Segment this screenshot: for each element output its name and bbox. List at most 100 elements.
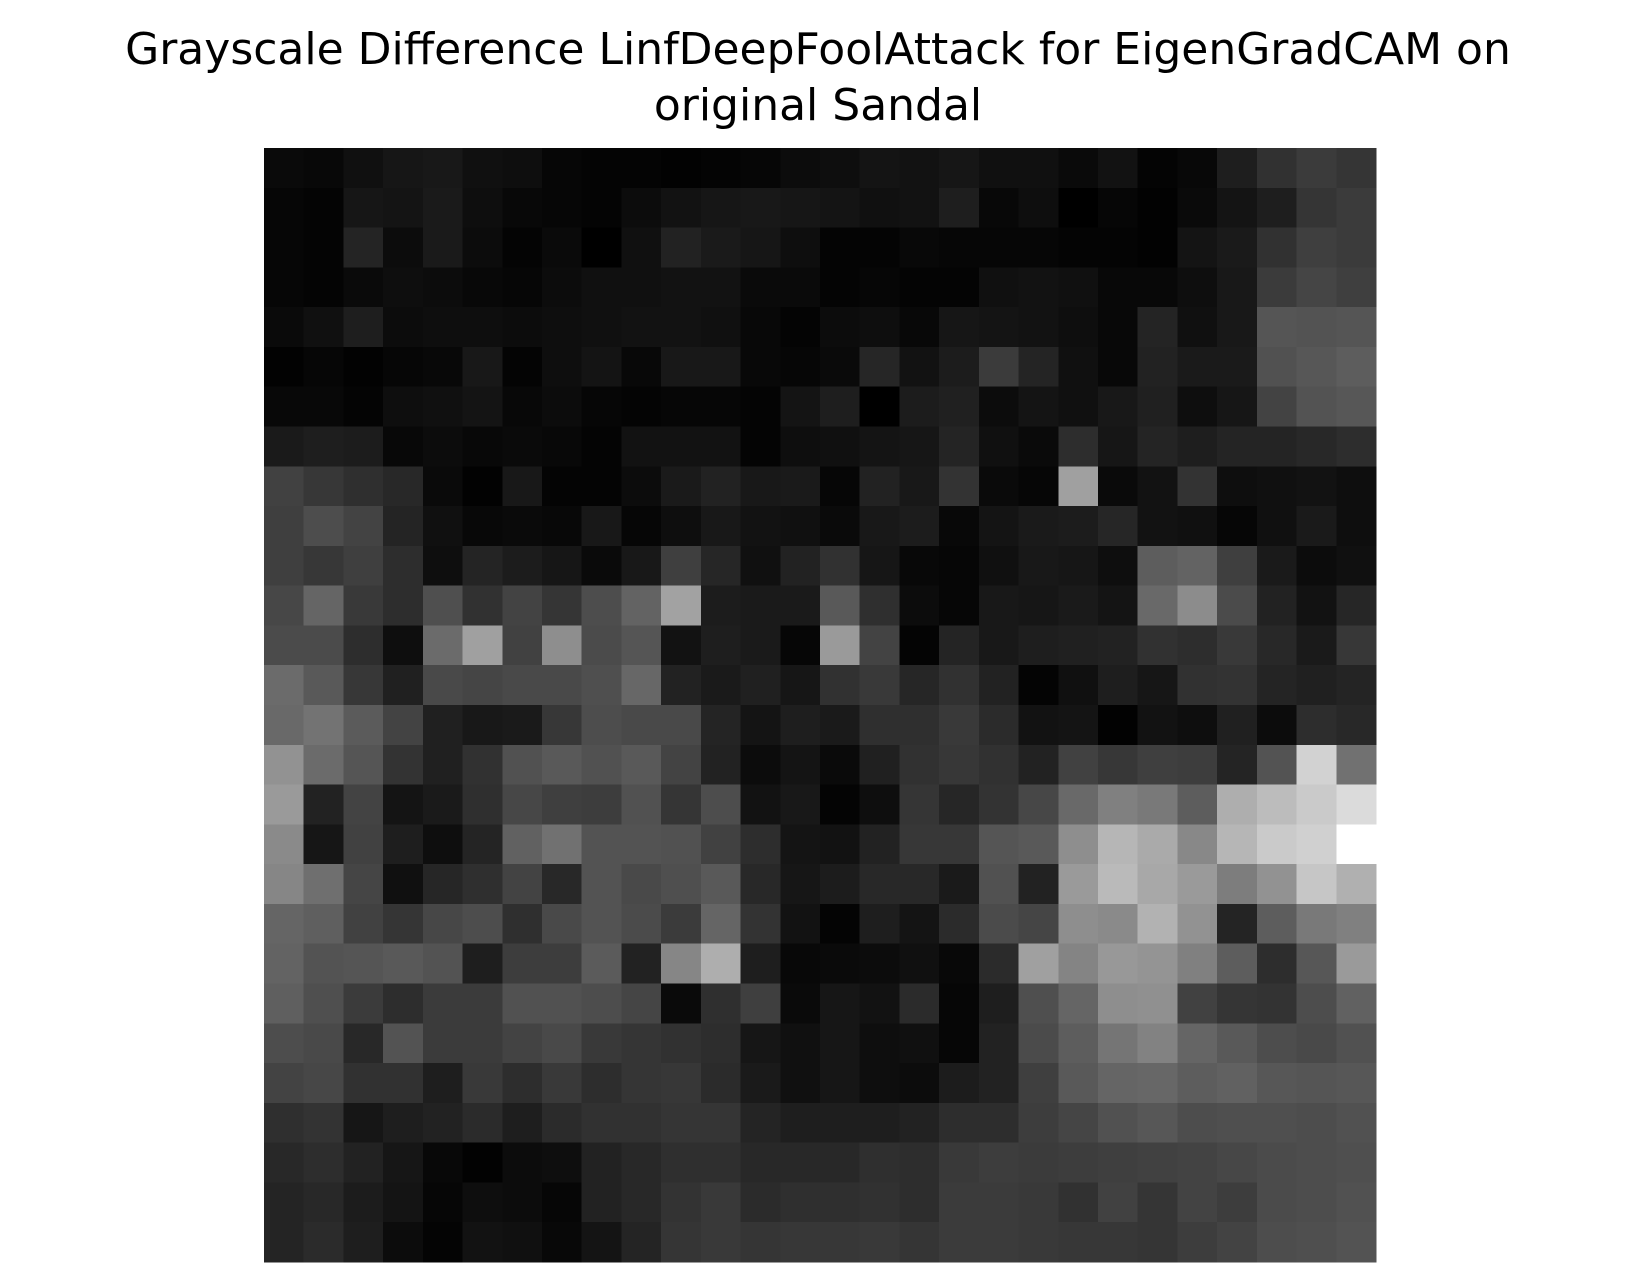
heatmap-cell <box>899 943 940 985</box>
heatmap-cell <box>1137 1182 1179 1223</box>
heatmap-cell <box>1098 1222 1139 1263</box>
heatmap-cell <box>502 148 543 189</box>
heatmap-cell <box>422 227 464 268</box>
heatmap-cell <box>820 346 861 388</box>
heatmap-cell <box>978 824 1020 865</box>
heatmap-cell <box>343 1182 384 1223</box>
heatmap-cell <box>780 267 821 308</box>
heatmap-cell <box>859 903 901 945</box>
heatmap-cell <box>1098 784 1139 825</box>
heatmap-cell <box>1336 227 1377 268</box>
heatmap-cell <box>621 187 662 229</box>
heatmap-cell <box>422 665 464 706</box>
heatmap-cell <box>303 903 345 945</box>
heatmap-cell <box>1336 267 1377 308</box>
heatmap-cell <box>343 903 384 945</box>
heatmap-cell <box>1137 1222 1179 1263</box>
heatmap-cell <box>422 903 464 945</box>
heatmap-cell <box>542 148 583 189</box>
heatmap-cell <box>1296 545 1337 587</box>
heatmap-cell <box>740 346 781 388</box>
heatmap-cell <box>1137 665 1179 706</box>
heatmap-cell <box>1217 506 1258 547</box>
heatmap-cell <box>542 864 583 905</box>
heatmap-cell <box>1098 426 1139 467</box>
heatmap-cell <box>1256 1102 1298 1144</box>
heatmap-cell <box>939 943 980 985</box>
heatmap-cell <box>820 466 861 507</box>
heatmap-cell <box>1177 824 1218 865</box>
heatmap-cell <box>383 187 424 229</box>
heatmap-cell <box>899 545 940 587</box>
heatmap-cell <box>621 665 662 706</box>
heatmap-cell <box>1098 585 1139 627</box>
heatmap-cell <box>1177 187 1218 229</box>
heatmap-cell <box>939 466 980 507</box>
heatmap-cell <box>780 227 821 268</box>
heatmap-cell <box>1336 148 1377 189</box>
heatmap-cell <box>303 824 345 865</box>
heatmap-cell <box>859 784 901 825</box>
heatmap-cell <box>264 227 305 268</box>
heatmap-cell <box>978 506 1020 547</box>
heatmap-cell <box>1256 1222 1298 1263</box>
heatmap-cell <box>1217 1142 1258 1184</box>
heatmap-cell <box>581 386 623 428</box>
heatmap-cell <box>899 346 940 388</box>
heatmap-cell <box>1098 943 1139 985</box>
heatmap-cell <box>343 1222 384 1263</box>
heatmap-cell <box>1058 864 1099 905</box>
heatmap-cell <box>939 1063 980 1104</box>
heatmap-cell <box>1296 506 1337 547</box>
heatmap-cell <box>264 1142 305 1184</box>
heatmap-cell <box>422 307 464 348</box>
heatmap-cell <box>621 585 662 627</box>
heatmap-cell <box>780 903 821 945</box>
heatmap-cell <box>1296 1222 1337 1263</box>
heatmap-cell <box>1137 187 1179 229</box>
heatmap-cell <box>422 943 464 985</box>
heatmap-cell <box>462 307 503 348</box>
heatmap-cell <box>939 983 980 1024</box>
heatmap-cell <box>1336 625 1377 666</box>
heatmap-cell <box>264 824 305 865</box>
heatmap-cell <box>462 585 503 627</box>
heatmap-cell <box>343 784 384 825</box>
heatmap-cell <box>1058 267 1099 308</box>
heatmap-cell <box>740 386 781 428</box>
chart-title: Grayscale Difference LinfDeepFoolAttack … <box>0 22 1636 134</box>
heatmap-cell <box>899 386 940 428</box>
heatmap-cell <box>700 784 742 825</box>
heatmap-cell <box>621 1182 662 1223</box>
heatmap-cell <box>820 1222 861 1263</box>
heatmap-cell <box>1336 744 1377 786</box>
heatmap-cell <box>1137 983 1179 1024</box>
heatmap-cell <box>383 466 424 507</box>
heatmap-cell <box>1058 227 1099 268</box>
heatmap-cell <box>1018 187 1059 229</box>
heatmap-cell <box>383 1023 424 1064</box>
heatmap-cell <box>343 864 384 905</box>
heatmap-cell <box>303 983 345 1024</box>
heatmap-cell <box>661 386 702 428</box>
heatmap-cell <box>780 466 821 507</box>
heatmap-cell <box>621 545 662 587</box>
heatmap-cell <box>383 227 424 268</box>
heatmap-cell <box>1177 705 1218 746</box>
heatmap-cell <box>542 426 583 467</box>
heatmap-cell <box>581 705 623 746</box>
heatmap-cell <box>422 824 464 865</box>
heatmap-cell <box>820 506 861 547</box>
heatmap-cell <box>462 625 503 666</box>
heatmap-cell <box>1137 1102 1179 1144</box>
heatmap-cell <box>1098 187 1139 229</box>
heatmap-cell <box>780 665 821 706</box>
heatmap-cell <box>1177 864 1218 905</box>
heatmap-cell <box>264 943 305 985</box>
heatmap-cell <box>1336 1222 1377 1263</box>
heatmap-cell <box>1177 386 1218 428</box>
heatmap-cell <box>978 744 1020 786</box>
heatmap-cell <box>1058 506 1099 547</box>
heatmap-cell <box>462 267 503 308</box>
